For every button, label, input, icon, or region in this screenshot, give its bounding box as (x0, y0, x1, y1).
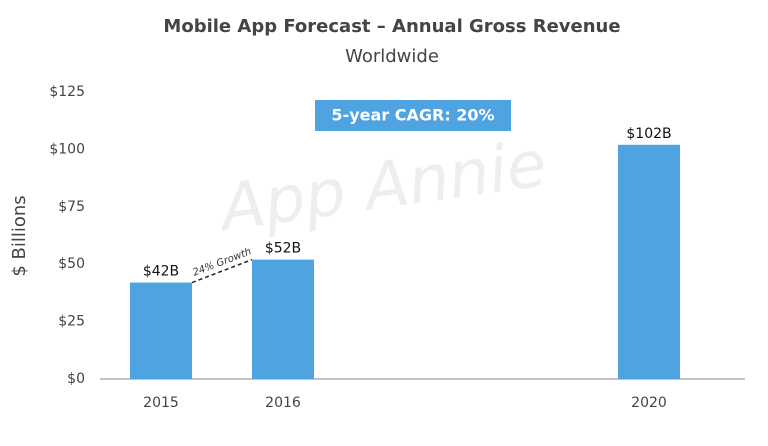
y-tick-label: $100 (49, 141, 85, 157)
cagr-label: 5-year CAGR: 20% (331, 106, 494, 125)
x-tick-label: 2020 (631, 395, 667, 411)
bar (130, 282, 192, 379)
chart-title: Mobile App Forecast – Annual Gross Reven… (163, 16, 620, 37)
growth-label: 24% Growth (191, 246, 253, 278)
y-tick-label: $75 (58, 199, 85, 215)
value-label: $52B (265, 241, 301, 257)
x-tick-label: 2015 (143, 395, 179, 411)
watermark: App Annie (212, 127, 551, 246)
value-label: $42B (143, 264, 179, 280)
value-label: $102B (626, 126, 671, 142)
growth-line (191, 258, 253, 284)
y-tick-label: $50 (58, 256, 85, 272)
y-tick-label: $0 (67, 371, 85, 387)
x-tick-label: 2016 (265, 395, 301, 411)
y-tick-label: $25 (58, 314, 85, 330)
chart-subtitle: Worldwide (345, 46, 439, 67)
bar (252, 259, 314, 379)
y-tick-label: $125 (49, 84, 85, 100)
bar (618, 144, 680, 379)
y-axis-label: $ Billions (9, 195, 30, 276)
cagr-box (315, 100, 511, 131)
